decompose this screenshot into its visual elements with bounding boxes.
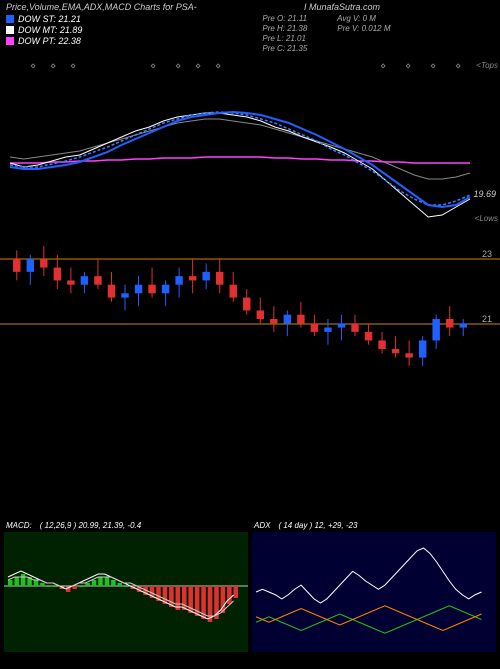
macd-params: ( 12,26,9 ) 20.99, 21.39, -0.4 xyxy=(40,521,141,530)
gap-panel xyxy=(0,379,500,519)
legend: DOW ST: 21.21DOW MT: 21.89DOW PT: 22.38 xyxy=(6,14,82,53)
title-right: I MunafaSutra.com xyxy=(304,2,494,12)
stats-row: Pre L: 21.01 xyxy=(262,34,390,43)
stats-row: Pre H: 21.38Pre V: 0.012 M xyxy=(262,24,390,33)
header: Price,Volume,EMA,ADX,MACD Charts for PSA… xyxy=(0,0,500,14)
macd-chart xyxy=(4,532,248,652)
stats-row: Pre O: 21.11Avg V: 0 M xyxy=(262,14,390,23)
svg-text:21: 21 xyxy=(482,314,492,324)
stats-row: Pre C: 21.35 xyxy=(262,44,390,53)
adx-panel: ADX ( 14 day ) 12, +29, -23 xyxy=(252,519,496,669)
ema-chart xyxy=(0,57,500,227)
macd-panel: MACD: ( 12,26,9 ) 20.99, 21.39, -0.4 xyxy=(4,519,248,669)
stats: Pre O: 21.11Avg V: 0 MPre H: 21.38Pre V:… xyxy=(262,14,390,53)
ema-panel: ⋄⋄⋄⋄⋄⋄⋄⋄⋄⋄⋄ <Tops <Lows 19.69 xyxy=(0,57,500,227)
adx-chart xyxy=(252,532,496,652)
macd-title: MACD: xyxy=(6,521,32,530)
legend-item: DOW ST: 21.21 xyxy=(6,14,82,24)
candle-chart: 23 21 xyxy=(0,229,500,379)
adx-title: ADX xyxy=(254,521,270,530)
legend-stats-row: DOW ST: 21.21DOW MT: 21.89DOW PT: 22.38 … xyxy=(0,14,500,53)
svg-text:23: 23 xyxy=(482,249,492,259)
legend-item: DOW PT: 22.38 xyxy=(6,36,82,46)
bottom-row: MACD: ( 12,26,9 ) 20.99, 21.39, -0.4 ADX… xyxy=(0,519,500,669)
adx-params: ( 14 day ) 12, +29, -23 xyxy=(278,521,357,530)
candle-panel: 23 21 xyxy=(0,229,500,379)
title-left: Price,Volume,EMA,ADX,MACD Charts for PSA… xyxy=(6,2,197,12)
legend-item: DOW MT: 21.89 xyxy=(6,25,82,35)
